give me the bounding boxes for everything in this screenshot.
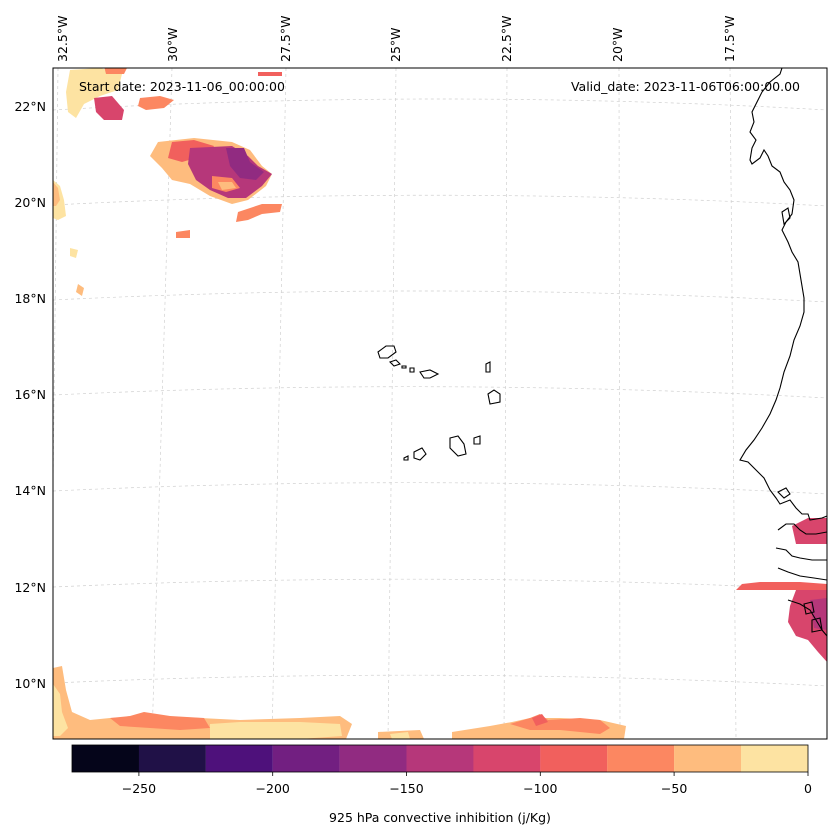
island-outline — [449, 435, 467, 457]
valid-date-label: Valid_date: 2023-11-06T06:00:00.00 — [571, 79, 800, 94]
contour-patch — [176, 230, 190, 238]
contour-patch — [390, 732, 410, 739]
contour-patch — [792, 518, 827, 544]
lat-tick-label: 18°N — [14, 291, 46, 306]
colorbar-swatch — [272, 745, 340, 772]
contour-patch — [736, 582, 827, 590]
lat-tick-label: 22°N — [14, 99, 46, 114]
colorbar-swatch — [741, 745, 808, 772]
colorbar-swatch — [339, 745, 407, 772]
colorbar: −250 −200 −150 −100 −50 0 925 hPa convec… — [71, 744, 812, 825]
colorbar-swatch — [674, 745, 742, 772]
contour-patch — [258, 72, 282, 76]
lon-tick-label: 27.5°W — [278, 16, 293, 62]
africa-coastline — [787, 599, 827, 637]
lon-tick-label: 25°W — [388, 27, 403, 62]
island-outline — [811, 617, 823, 633]
contour-patch — [110, 712, 210, 730]
colorbar-label: 925 hPa convective inhibition (j/Kg) — [329, 810, 551, 825]
lat-tick-label: 20°N — [14, 195, 46, 210]
island-outline — [803, 601, 815, 615]
latitude-tick-labels: 22°N 20°N 18°N 16°N 14°N 12°N 10°N — [14, 99, 46, 691]
colorbar-tick-label: −250 — [122, 781, 156, 796]
contour-patch — [138, 96, 174, 110]
colorbar-tick-label: −200 — [256, 781, 290, 796]
colorbar-tick-label: −100 — [523, 781, 557, 796]
contour-patch — [66, 68, 122, 118]
contour-patch — [226, 148, 264, 180]
colorbar-swatch — [540, 745, 608, 772]
map-area — [53, 68, 827, 739]
africa-coastline — [775, 547, 827, 561]
contour-patch — [532, 714, 548, 726]
contour-patch — [76, 284, 84, 296]
contour-patch — [53, 684, 68, 736]
contour-patch — [53, 182, 60, 206]
lon-tick-label: 20°W — [610, 27, 625, 62]
contour-patch — [236, 204, 282, 222]
africa-coastline — [777, 523, 827, 535]
contour-patch — [210, 722, 342, 739]
colorbar-swatches — [72, 745, 808, 772]
colorbar-swatch — [473, 745, 541, 772]
cin-filled-contours — [53, 68, 827, 739]
lon-tick-label: 17.5°W — [722, 16, 737, 62]
colorbar-swatch — [138, 745, 206, 772]
island-outline — [473, 435, 481, 445]
colorbar-ticks — [138, 772, 809, 776]
colorbar-swatch — [72, 745, 139, 772]
colorbar-swatch — [607, 745, 675, 772]
coastlines — [377, 68, 827, 637]
gridlines — [53, 68, 827, 739]
contour-patch — [70, 248, 78, 258]
island-outline — [401, 365, 407, 369]
island-outline — [409, 367, 415, 373]
colorbar-swatch — [205, 745, 273, 772]
colorbar-frame — [71, 744, 809, 773]
lon-tick-label: 30°W — [165, 27, 180, 62]
lon-tick-label: 22.5°W — [499, 16, 514, 62]
island-outline — [487, 389, 501, 405]
start-date-label: Start date: 2023-11-06_00:00:00 — [79, 79, 285, 94]
lon-tick-label: 32.5°W — [55, 16, 70, 62]
island-outline — [377, 345, 397, 359]
contour-patch — [810, 598, 827, 630]
lat-tick-label: 12°N — [14, 580, 46, 595]
colorbar-swatch — [406, 745, 474, 772]
island-outline — [403, 455, 409, 461]
island-outline — [419, 369, 440, 379]
longitude-tick-labels: 32.5°W 30°W 27.5°W 25°W 22.5°W 20°W 17.5… — [55, 16, 737, 62]
africa-coastline — [739, 68, 827, 521]
island-outline — [413, 447, 427, 461]
colorbar-tick-label: 0 — [804, 781, 812, 796]
colorbar-tick-label: −150 — [389, 781, 423, 796]
island-outline — [781, 207, 791, 226]
lat-tick-label: 10°N — [14, 676, 46, 691]
lat-tick-label: 14°N — [14, 483, 46, 498]
colorbar-tick-label: −50 — [661, 781, 687, 796]
contour-patch — [94, 96, 124, 120]
africa-coastline — [777, 567, 827, 581]
contour-patch — [188, 146, 272, 198]
contour-patch — [218, 182, 236, 190]
island-outline — [485, 361, 491, 373]
lat-tick-label: 16°N — [14, 387, 46, 402]
island-outline — [777, 487, 791, 499]
contour-patch — [104, 68, 127, 74]
island-outline — [388, 359, 402, 367]
map-frame — [52, 67, 828, 740]
